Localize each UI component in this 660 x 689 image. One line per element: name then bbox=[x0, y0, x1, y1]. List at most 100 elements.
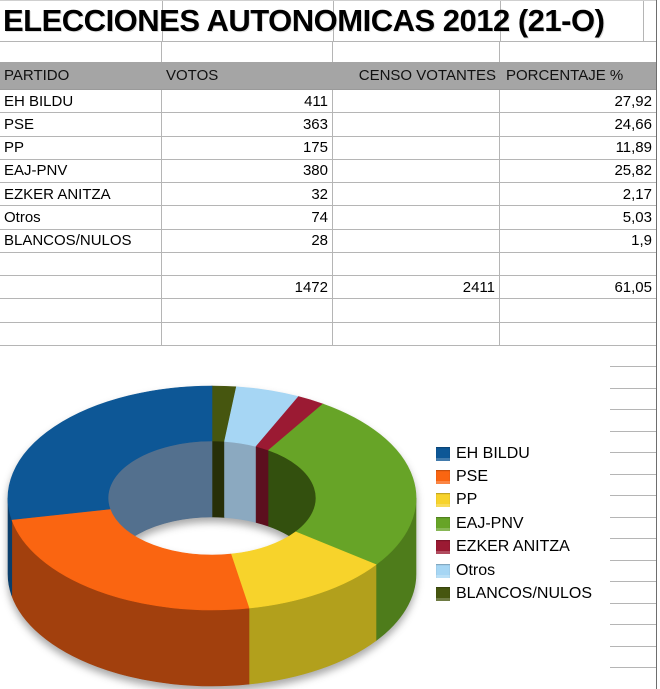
col-header-votos[interactable]: VOTOS bbox=[162, 62, 333, 90]
donut-segment bbox=[224, 441, 257, 523]
cell-partido[interactable]: Otros bbox=[0, 206, 162, 230]
legend-swatch bbox=[436, 470, 450, 485]
cell-censo[interactable] bbox=[333, 90, 500, 114]
donut-segment bbox=[268, 403, 417, 565]
gridline bbox=[610, 366, 656, 367]
gridline bbox=[643, 0, 644, 42]
cell[interactable] bbox=[500, 299, 656, 323]
legend-label: PSE bbox=[456, 468, 489, 486]
cell-censo[interactable] bbox=[333, 159, 500, 184]
legend-label: EH BILDU bbox=[456, 444, 530, 462]
cell-porcentaje[interactable]: 11,89 bbox=[500, 137, 656, 160]
cell-porcentaje[interactable]: 27,92 bbox=[500, 90, 656, 114]
cell-votos[interactable]: 380 bbox=[162, 159, 333, 184]
cell[interactable] bbox=[500, 323, 656, 346]
cell-porcentaje[interactable]: 24,66 bbox=[500, 113, 656, 137]
cell-votos[interactable]: 175 bbox=[162, 136, 333, 160]
sheet-title[interactable]: ELECCIONES AUTONOMICAS 2012 (21-O) bbox=[0, 0, 656, 42]
donut-segment bbox=[211, 440, 225, 518]
cell-partido[interactable]: PP bbox=[0, 136, 162, 160]
legend-swatch bbox=[436, 446, 450, 461]
chart-legend: EH BILDU PSE PP EAJ-PNV EZKER ANITZA Otr… bbox=[436, 442, 592, 606]
cell-partido[interactable]: EAJ-PNV bbox=[0, 159, 162, 184]
gridline bbox=[610, 473, 656, 475]
cell[interactable] bbox=[162, 299, 333, 323]
cell-total-votos[interactable]: 1472 bbox=[162, 276, 333, 300]
legend-swatch bbox=[436, 563, 450, 578]
cell-partido[interactable]: EH BILDU bbox=[0, 90, 162, 114]
gridline bbox=[500, 0, 501, 42]
legend-item[interactable]: EAJ-PNV bbox=[436, 512, 592, 535]
donut-segment bbox=[255, 446, 269, 527]
cell[interactable] bbox=[0, 299, 162, 323]
donut-segment bbox=[11, 508, 250, 611]
cell-votos[interactable]: 32 bbox=[162, 183, 333, 207]
legend-item[interactable]: Otros bbox=[436, 559, 592, 582]
cell-partido[interactable]: BLANCOS/NULOS bbox=[0, 229, 162, 253]
cell[interactable] bbox=[333, 299, 500, 323]
cell[interactable] bbox=[162, 322, 333, 346]
gridline bbox=[610, 387, 656, 389]
cell-porcentaje[interactable]: 1,9 bbox=[500, 230, 656, 253]
legend-item[interactable]: BLANCOS/NULOS bbox=[436, 582, 592, 605]
col-header-censo-votantes[interactable]: CENSO VOTANTES bbox=[333, 62, 500, 90]
gridline bbox=[333, 0, 334, 42]
gridline bbox=[610, 452, 656, 453]
gridline bbox=[610, 624, 656, 625]
legend-item[interactable]: EH BILDU bbox=[436, 442, 592, 465]
cell-censo[interactable] bbox=[333, 229, 500, 253]
cell-partido[interactable]: PSE bbox=[0, 113, 162, 137]
cell[interactable] bbox=[0, 322, 162, 346]
legend-item[interactable]: EZKER ANITZA bbox=[436, 536, 592, 559]
results-table: ELECCIONES AUTONOMICAS 2012 (21-O) PARTI… bbox=[0, 0, 656, 346]
gridline bbox=[162, 0, 163, 42]
cell-censo[interactable] bbox=[333, 206, 500, 230]
legend-swatch bbox=[436, 587, 450, 602]
cell-censo[interactable] bbox=[333, 136, 500, 160]
cell-total-porcentaje[interactable]: 61,05 bbox=[500, 276, 656, 300]
cell-censo[interactable] bbox=[333, 183, 500, 207]
legend-label: Otros bbox=[456, 561, 496, 579]
col-header-partido[interactable]: PARTIDO bbox=[0, 62, 162, 90]
cell[interactable] bbox=[333, 322, 500, 346]
cell[interactable] bbox=[162, 252, 333, 277]
cell[interactable] bbox=[500, 253, 656, 277]
donut-chart[interactable] bbox=[0, 358, 620, 689]
cell-partido[interactable]: EZKER ANITZA bbox=[0, 183, 162, 207]
col-header-porcentaje[interactable]: PORCENTAJE % bbox=[500, 62, 656, 90]
cell[interactable] bbox=[0, 252, 162, 277]
cell[interactable] bbox=[0, 42, 162, 62]
legend-swatch bbox=[436, 516, 450, 531]
cell[interactable] bbox=[333, 42, 500, 62]
cell-total-censo[interactable]: 2411 bbox=[333, 276, 500, 300]
cell-votos[interactable]: 74 bbox=[162, 206, 333, 230]
cell-porcentaje[interactable]: 2,17 bbox=[500, 183, 656, 207]
sheet-edge-line bbox=[656, 0, 657, 689]
cell[interactable] bbox=[333, 252, 500, 277]
cell-porcentaje[interactable]: 25,82 bbox=[500, 160, 656, 184]
gridline bbox=[610, 559, 656, 561]
gridline bbox=[610, 495, 656, 496]
legend-item[interactable]: PSE bbox=[436, 465, 592, 488]
legend-label: EZKER ANITZA bbox=[456, 538, 570, 556]
gridline bbox=[610, 667, 656, 668]
cell-porcentaje[interactable]: 5,03 bbox=[500, 206, 656, 230]
legend-item[interactable]: PP bbox=[436, 489, 592, 512]
gridline bbox=[610, 538, 656, 539]
legend-swatch bbox=[436, 493, 450, 508]
cell-votos[interactable]: 363 bbox=[162, 113, 333, 137]
cell-votos[interactable]: 411 bbox=[162, 90, 333, 114]
cell-censo[interactable] bbox=[333, 113, 500, 137]
cell-votos[interactable]: 28 bbox=[162, 229, 333, 253]
legend-label: BLANCOS/NULOS bbox=[456, 585, 593, 603]
gridline bbox=[610, 645, 656, 647]
gridline bbox=[610, 409, 656, 410]
gridline bbox=[0, 0, 656, 1]
legend-label: PP bbox=[456, 491, 478, 509]
gridline bbox=[610, 602, 656, 604]
cell[interactable] bbox=[500, 42, 656, 62]
cell[interactable] bbox=[162, 42, 333, 62]
cell-totals-label[interactable] bbox=[0, 276, 162, 300]
legend-label: EAJ-PNV bbox=[456, 514, 524, 532]
